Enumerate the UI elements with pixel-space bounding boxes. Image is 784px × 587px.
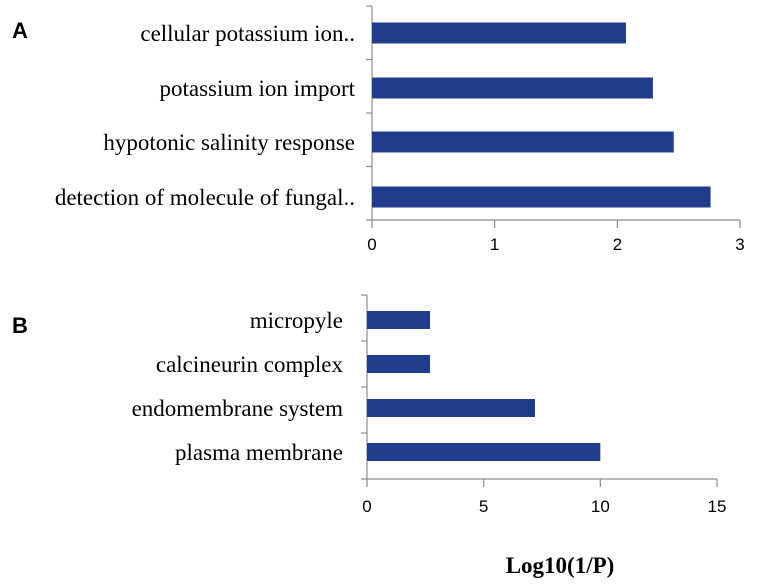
panel-a-category-label: hypotonic salinity response <box>103 130 355 155</box>
panel-a-x-tick-label: 0 <box>367 235 376 254</box>
panel-b-bar <box>367 311 430 329</box>
panel-a-bar <box>372 22 626 44</box>
panel-a-x-tick-label: 1 <box>490 235 499 254</box>
panel-a-letter: A <box>12 18 28 43</box>
panel-a-category-label: potassium ion import <box>160 76 356 101</box>
panel-b-category-label: endomembrane system <box>132 396 344 421</box>
panel-a-bar <box>372 131 674 153</box>
x-axis-title: Log10(1/P) <box>506 553 615 578</box>
panel-a-x-tick-label: 3 <box>735 235 744 254</box>
panel-b-bar <box>367 399 535 417</box>
panel-a-category-label: cellular potassium ion.. <box>140 21 355 46</box>
panel-a-bar <box>372 77 653 99</box>
panel-b-bar <box>367 443 601 461</box>
panel-a: A 0 1 2 3 cellular potassium ion.. potassium … <box>12 5 745 254</box>
panel-b-letter: B <box>12 313 28 338</box>
panel-b-x-tick-label: 5 <box>479 497 488 516</box>
panel-b-x-tick-label: 15 <box>708 497 727 516</box>
panel-b-x-tick-label: 10 <box>591 497 610 516</box>
panel-a-category-label: detection of molecule of fungal.. <box>55 185 355 210</box>
panel-b-category-label: micropyle <box>250 308 343 333</box>
panel-a-x-tick-label: 2 <box>613 235 622 254</box>
panel-b-category-label: calcineurin complex <box>156 352 344 377</box>
panel-a-bar <box>372 186 711 208</box>
panel-b-x-tick-label: 0 <box>362 497 371 516</box>
panel-b-category-label: plasma membrane <box>175 440 343 465</box>
panel-b-bar <box>367 355 430 373</box>
panel-b: B 0 5 10 15 micropyle calcineurin complex endo… <box>12 294 727 516</box>
